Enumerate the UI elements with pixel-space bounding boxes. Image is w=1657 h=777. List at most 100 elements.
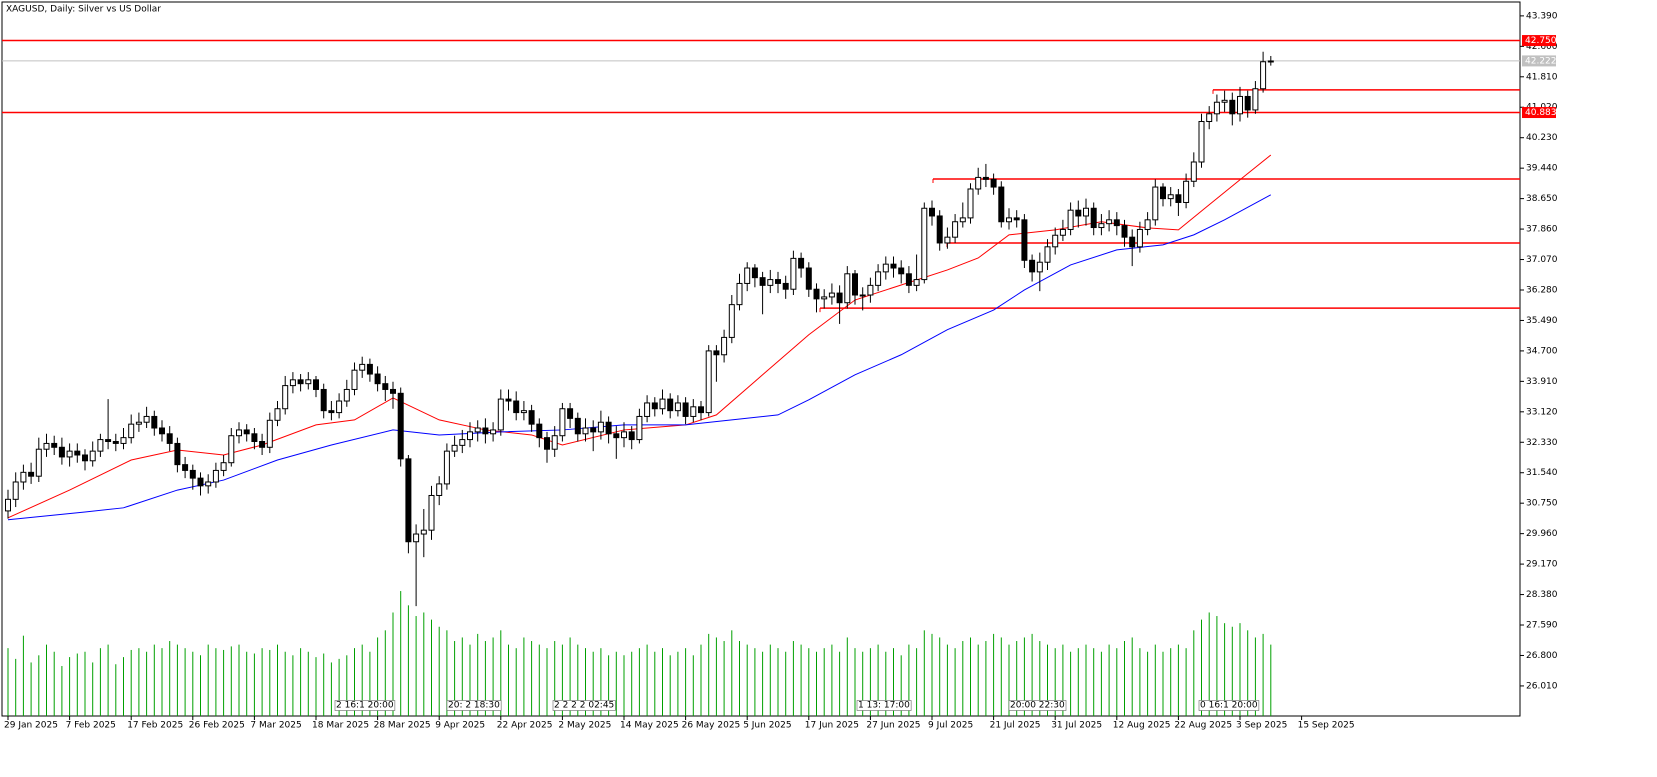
candle-body <box>798 257 805 269</box>
candle-body <box>705 350 712 414</box>
event-label-box <box>1008 700 1067 711</box>
candle-body <box>1129 236 1136 248</box>
candle-body <box>497 398 504 431</box>
candle-body <box>397 392 404 460</box>
candle-body <box>659 398 666 410</box>
candle-body <box>929 207 935 217</box>
candle-body <box>405 458 412 543</box>
candle-body <box>436 483 443 496</box>
candle-body <box>1013 217 1020 221</box>
candle-body <box>821 296 828 300</box>
candle-body <box>605 421 612 435</box>
candle-body <box>274 408 281 421</box>
candle-body <box>320 388 327 412</box>
level-label-box <box>1522 35 1556 47</box>
x-tick-label: 17 Feb 2025 <box>127 721 183 731</box>
y-tick-label: 34.700 <box>1526 346 1558 356</box>
candle-body <box>805 267 812 290</box>
candle-body <box>251 433 258 443</box>
candle-body <box>1098 223 1105 229</box>
candle-body <box>828 292 835 298</box>
candle-body <box>20 471 27 483</box>
candle-body <box>182 464 189 471</box>
candle-body <box>243 429 250 435</box>
x-tick-label: 2 May 2025 <box>558 721 611 731</box>
candle-body <box>1152 186 1159 221</box>
candle-body <box>759 277 766 286</box>
candle-body <box>228 435 235 464</box>
candle-body <box>105 439 112 443</box>
y-tick-label: 40.230 <box>1526 133 1558 143</box>
y-tick-label: 26.800 <box>1526 651 1558 661</box>
candle-body <box>420 529 427 535</box>
candle-body <box>559 408 566 437</box>
candle-body <box>1106 219 1113 225</box>
candle-body <box>159 427 165 435</box>
candle-body <box>728 304 735 338</box>
candle-body <box>1213 101 1220 115</box>
candle-body <box>674 402 681 412</box>
candle-body <box>528 410 535 425</box>
candle-body <box>1021 219 1028 261</box>
x-tick-label: 22 Aug 2025 <box>1174 721 1232 731</box>
candle-body <box>1167 194 1174 200</box>
candle-body <box>1113 219 1120 227</box>
y-tick-label: 35.490 <box>1526 316 1558 326</box>
candle-body <box>721 336 728 356</box>
candle-body <box>336 400 343 414</box>
candle-body <box>328 410 335 414</box>
candle-body <box>1075 209 1082 217</box>
level-label: 42.750 <box>1525 36 1557 46</box>
y-tick-label: 28.380 <box>1526 590 1558 600</box>
candle-body <box>58 446 65 458</box>
candle-body <box>698 406 704 414</box>
candle-body <box>921 207 928 281</box>
candle-body <box>1183 180 1190 203</box>
candle-body <box>882 263 889 273</box>
event-label-box <box>1198 700 1260 711</box>
chart-title: XAGUSD, Daily: Silver vs US Dollar <box>6 5 161 15</box>
candle-body <box>128 423 135 439</box>
event-label-box <box>856 700 912 711</box>
candle-body <box>844 273 851 304</box>
candle-body <box>936 215 943 244</box>
candle-body <box>567 408 574 419</box>
candle-body <box>12 481 19 500</box>
candle-body <box>613 433 620 439</box>
candle-body <box>836 292 843 304</box>
y-tick-label: 39.440 <box>1526 164 1558 174</box>
candle-body <box>28 471 35 477</box>
candle-body <box>1244 95 1251 111</box>
candle-body <box>775 279 781 284</box>
candle-body <box>443 450 450 485</box>
candle-body <box>597 421 604 433</box>
candle-body <box>1221 99 1228 103</box>
level-label: 40.883 <box>1525 108 1557 118</box>
candle-body <box>266 419 273 448</box>
y-tick-label: 31.540 <box>1526 468 1558 478</box>
x-tick-label: 28 Mar 2025 <box>374 721 431 731</box>
candle-body <box>990 178 997 188</box>
candle-body <box>813 288 820 300</box>
candle-body <box>651 402 658 410</box>
candle-body <box>313 379 319 390</box>
candle-body <box>374 373 381 385</box>
candle-body <box>667 398 674 412</box>
candle-body <box>1229 99 1236 115</box>
candle-body <box>1044 246 1051 263</box>
candle-body <box>166 433 173 444</box>
candle-body <box>490 429 497 435</box>
candle-body <box>451 444 458 452</box>
candle-body <box>682 402 689 417</box>
candle-body <box>751 267 758 279</box>
x-tick-label: 27 Jun 2025 <box>866 721 920 731</box>
candle-body <box>390 388 396 394</box>
candle-body <box>544 437 550 450</box>
x-tick-label: 26 Feb 2025 <box>189 721 245 731</box>
candle-body <box>505 398 512 402</box>
candle-body <box>1052 234 1059 248</box>
candle-body <box>151 415 158 429</box>
candle-body <box>582 427 589 435</box>
y-tick-label: 37.860 <box>1526 225 1558 235</box>
candle-body <box>236 429 242 437</box>
